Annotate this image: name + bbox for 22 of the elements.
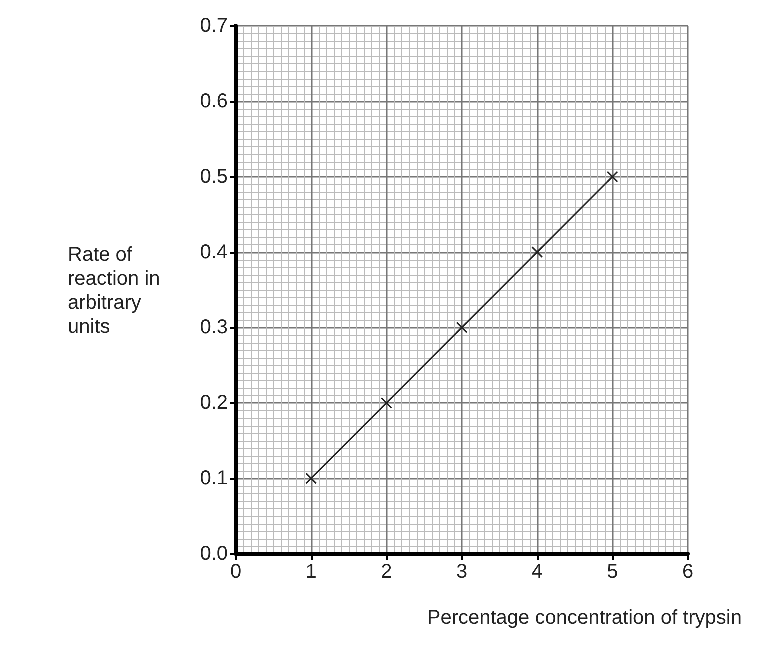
x-tick-label: 2 — [381, 561, 392, 583]
x-tick-label: 5 — [607, 561, 618, 583]
x-tick-label: 6 — [682, 561, 694, 583]
x-tick-label: 4 — [532, 561, 543, 583]
y-tick-label: 0.0 — [200, 543, 228, 565]
y-tick-label: 0.1 — [200, 468, 228, 490]
x-tick-label: 1 — [306, 561, 317, 583]
y-tick-label: 0.5 — [200, 166, 228, 188]
point — [456, 322, 468, 334]
x-tick-label: 0 — [230, 561, 242, 583]
point — [532, 246, 544, 258]
x-tick-label: 3 — [456, 561, 468, 583]
y-axis-title: Rate of reaction in arbitrary units — [68, 244, 160, 338]
point — [380, 397, 392, 409]
point — [606, 171, 618, 183]
y-tick-label: 0.7 — [200, 15, 228, 37]
y-tick-label: 0.6 — [200, 90, 228, 112]
y-tick-label: 0.3 — [200, 316, 228, 339]
y-tick-label: 0.2 — [200, 392, 228, 414]
y-tick-label: 0.4 — [200, 241, 228, 264]
x-axis-title: Percentage concentration of trypsin — [427, 607, 742, 629]
point — [306, 472, 318, 484]
